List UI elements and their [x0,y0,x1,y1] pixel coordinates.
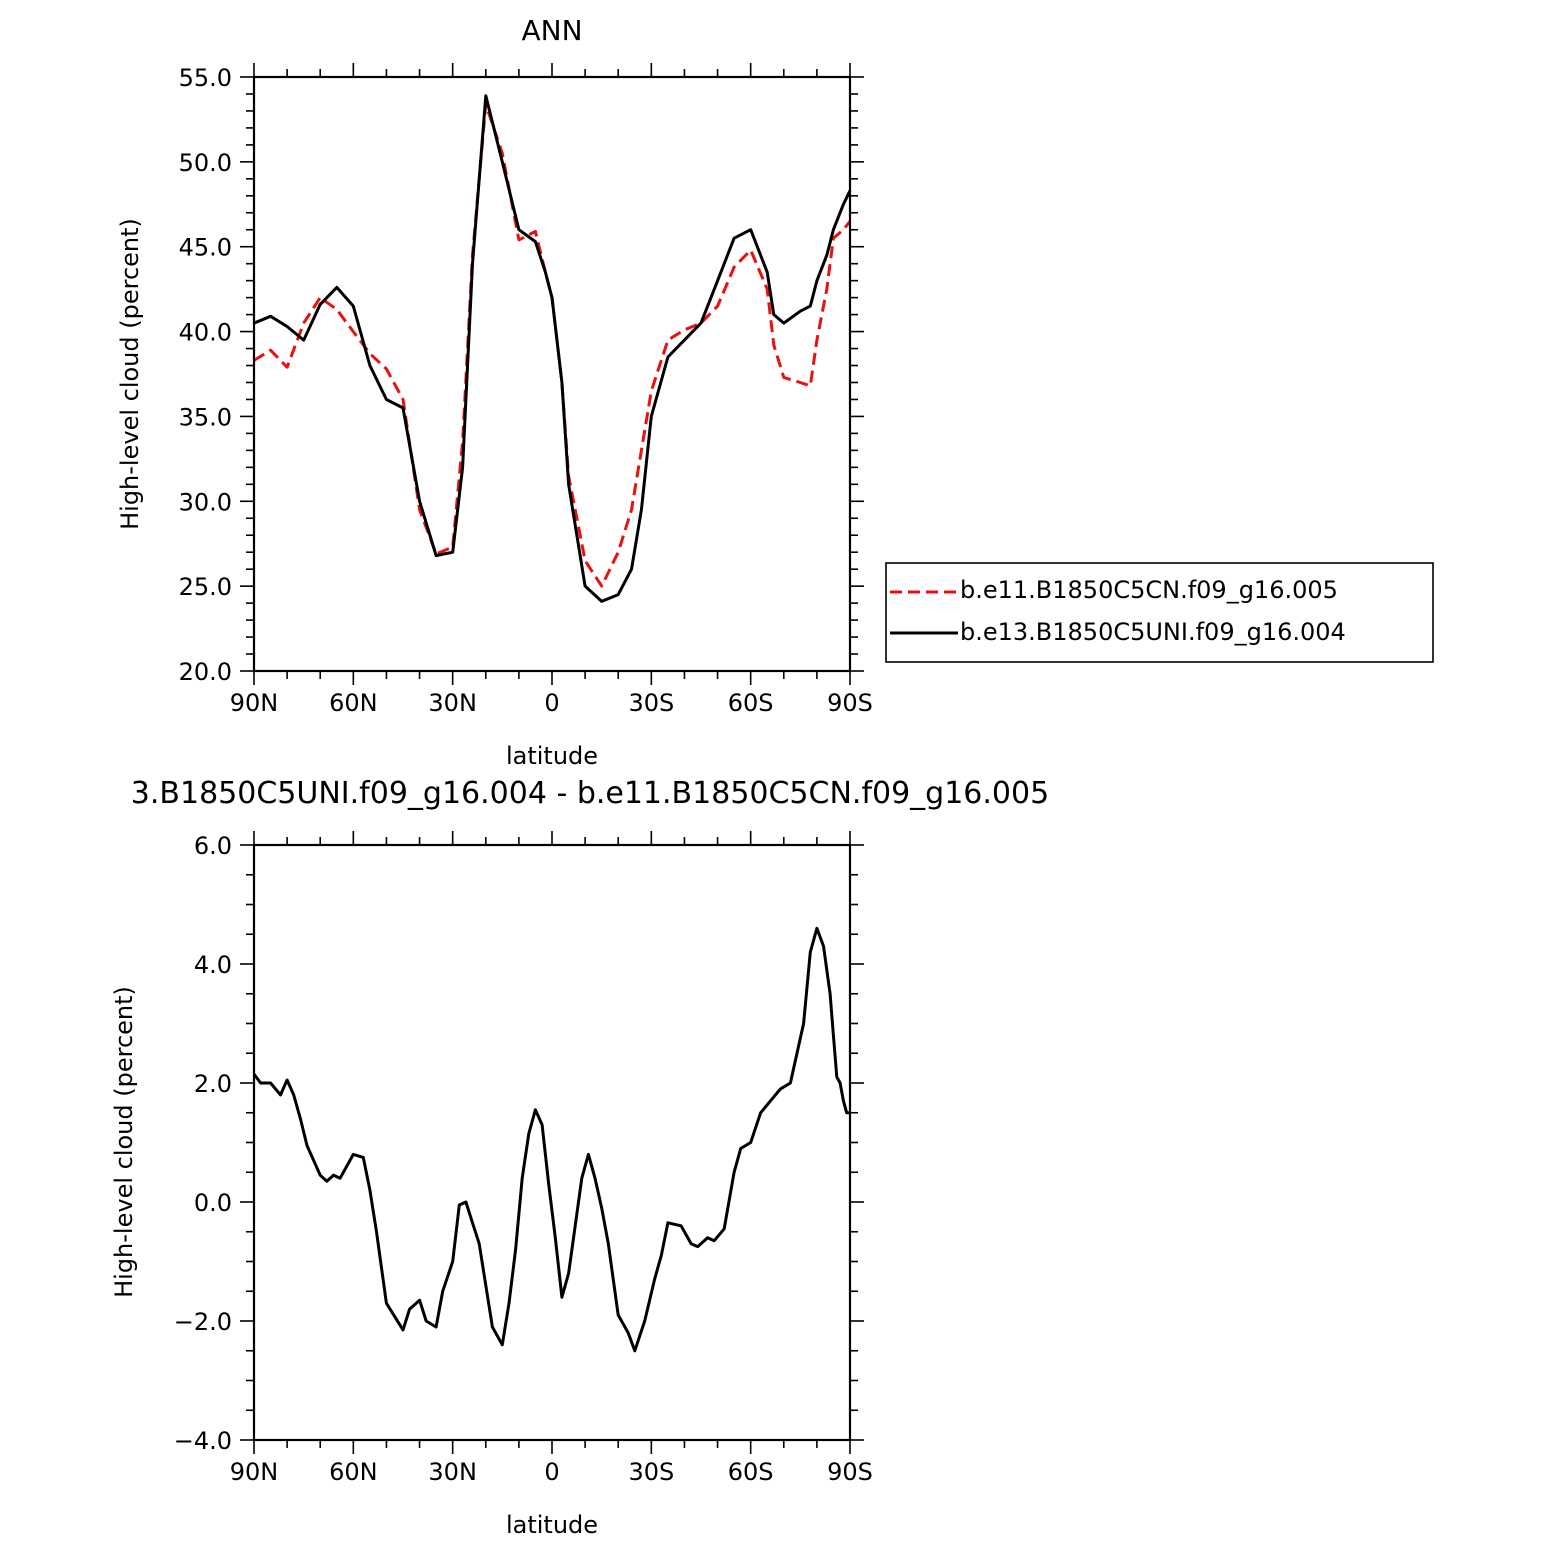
bottom-series-line-1 [252,926,850,1353]
top-y-axis-title: High-level cloud (percent) [116,218,144,530]
bottom-y-axis-title: High-level cloud (percent) [110,986,138,1298]
bottom-title: 3.B1850C5UNI.f09_g16.004 - b.e11.B1850C5… [131,776,1049,811]
bottom-x-tick-label: 90N [230,1458,279,1486]
top-panel: ANN 90N 60N 30N 0 30S 60S 90S 20.0 25.0 30.0 35.0 4… [116,14,1434,770]
top-x-tick-label: 30N [428,689,477,717]
legend-label-series-2: b.e13.B1850C5UNI.f09_g16.004 [960,618,1346,646]
top-y-tick-label: 30.0 [179,488,232,516]
bottom-y-tick-label: 4.0 [194,951,232,979]
legend-item: b.e13.B1850C5UNI.f09_g16.004 [890,618,1346,646]
top-y-tick-label: 35.0 [179,403,232,431]
top-y-tick-label: 40.0 [179,319,232,347]
top-x-tick-label: 30S [628,689,674,717]
bottom-plot-area: 90N 60N 30N 0 30S 60S 90S −4.0 −2.0 0.0 2.0 4.0 6.0 [174,831,873,1486]
bottom-y-tick-label: −2.0 [174,1308,232,1336]
legend-box [885,562,1434,663]
top-x-tick-label: 90N [230,689,279,717]
bottom-panel: 3.B1850C5UNI.f09_g16.004 - b.e11.B1850C5… [110,776,1049,1539]
bottom-x-tick-label: 30N [428,1458,477,1486]
top-x-axis-title: latitude [506,742,598,770]
bottom-x-tick-label: 0 [544,1458,559,1486]
top-x-tick-label: 0 [544,689,559,717]
top-y-tick-label: 50.0 [179,149,232,177]
top-x-tick-label: 60S [728,689,774,717]
legend: b.e11.B1850C5CN.f09_g16.005 b.e13.B1850C… [885,562,1434,663]
bottom-y-tick-label: 6.0 [194,832,232,860]
top-title: ANN [521,14,582,47]
top-x-tick-label: 60N [329,689,378,717]
top-plot-frame [252,75,852,673]
top-x-tick-label: 90S [827,689,873,717]
top-plot-area: 90N 60N 30N 0 30S 60S 90S 20.0 25.0 30.0 35.0 40.0 4… [179,63,873,717]
top-y-tick-label: 20.0 [179,658,232,686]
bottom-y-tick-label: 2.0 [194,1070,232,1098]
top-y-tick-label: 25.0 [179,573,232,601]
legend-label-series-1: b.e11.B1850C5CN.f09_g16.005 [960,576,1338,604]
top-series-line-1 [253,102,852,588]
bottom-x-axis-title: latitude [506,1511,598,1539]
bottom-x-tick-label: 60N [329,1458,378,1486]
top-y-tick-label: 55.0 [179,64,232,92]
bottom-x-tick-label: 90S [827,1458,873,1486]
bottom-plot-frame [252,843,852,1442]
top-series-line-2 [253,94,852,603]
legend-item: b.e11.B1850C5CN.f09_g16.005 [890,576,1338,604]
bottom-y-tick-label: −4.0 [174,1427,232,1455]
bottom-x-tick-label: 60S [728,1458,774,1486]
top-y-tick-label: 45.0 [179,234,232,262]
bottom-y-tick-label: 0.0 [194,1189,232,1217]
bottom-x-tick-label: 30S [628,1458,674,1486]
